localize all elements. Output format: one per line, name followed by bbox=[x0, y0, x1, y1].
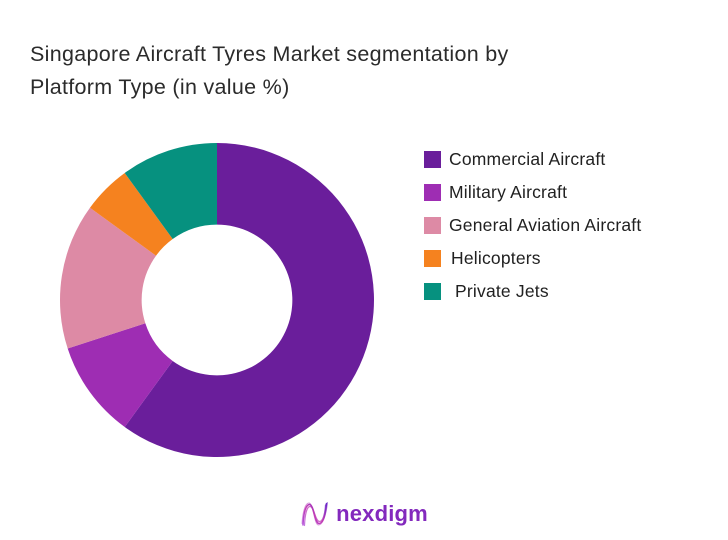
chart-title-line2: Platform Type (in value %) bbox=[30, 75, 290, 99]
legend-swatch-helicopters bbox=[424, 249, 441, 267]
legend-label-private-jets: Private Jets bbox=[455, 280, 549, 301]
legend-label-military-aircraft: Military Aircraft bbox=[449, 181, 568, 202]
donut-slice-general-aviation-aircraft bbox=[59, 207, 157, 349]
donut-slice-military-aircraft bbox=[67, 323, 173, 428]
chart-title: Singapore Aircraft Tyres Market segmenta… bbox=[30, 38, 670, 104]
legend-label-commercial-aircraft: Commercial Aircraft bbox=[449, 148, 606, 169]
donut-chart bbox=[59, 143, 374, 457]
chart-title-line1: Singapore Aircraft Tyres Market segmenta… bbox=[30, 42, 509, 66]
nexdigm-logo-icon bbox=[301, 502, 329, 527]
legend-swatch-military-aircraft bbox=[424, 183, 441, 201]
legend-swatch-commercial-aircraft bbox=[424, 150, 441, 168]
legend-swatch-general-aviation-aircraft bbox=[424, 216, 441, 234]
legend-item-commercial-aircraft: Commercial Aircraft bbox=[424, 148, 641, 169]
donut-slice-private-jets bbox=[124, 143, 217, 240]
donut-slice-commercial-aircraft bbox=[124, 143, 374, 457]
legend-item-private-jets: Private Jets bbox=[424, 280, 641, 301]
legend-label-helicopters: Helicopters bbox=[451, 247, 541, 268]
legend-item-military-aircraft: Military Aircraft bbox=[424, 181, 641, 202]
nexdigm-logo-text: nexdigm bbox=[336, 501, 428, 526]
brand-footer: nexdigm bbox=[0, 500, 728, 528]
legend-swatch-private-jets bbox=[424, 282, 441, 300]
legend: Commercial Aircraft Military Aircraft Ge… bbox=[424, 148, 642, 315]
legend-item-general-aviation-aircraft: General Aviation Aircraft bbox=[424, 214, 642, 235]
donut-slice-helicopters bbox=[89, 172, 173, 256]
legend-item-helicopters: Helicopters bbox=[424, 247, 641, 268]
legend-label-general-aviation-aircraft: General Aviation Aircraft bbox=[449, 214, 642, 235]
